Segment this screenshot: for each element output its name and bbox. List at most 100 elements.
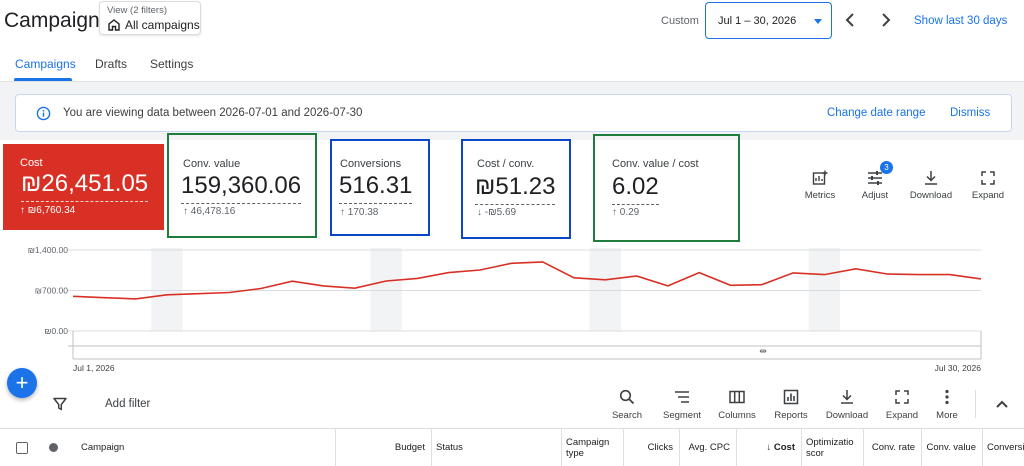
metrics-button[interactable]: Metrics — [800, 170, 840, 201]
metric-delta: ↑ 0.29 — [612, 207, 640, 218]
download-label: Download — [825, 410, 869, 421]
column-header-avg-cpc[interactable]: Avg. CPC — [680, 429, 737, 466]
performance-chart: ⇹ ₪0.00 ₪700.00 ₪1,400.00 Jul 1, 2026 Jul 30… — [28, 245, 982, 373]
chevron-right-icon[interactable] — [878, 11, 894, 29]
dismiss-button[interactable]: Dismiss — [950, 107, 991, 119]
more-label: More — [936, 410, 958, 421]
page-title: Campaigns — [4, 9, 111, 32]
date-range-select[interactable]: Jul 1 – 30, 2026 — [705, 2, 832, 39]
adjust-button[interactable]: Adjust — [855, 170, 895, 201]
table-header: Campaign Budget Status Campaign type Cli… — [0, 428, 1024, 466]
columns-label: Columns — [718, 410, 756, 421]
metric-card-conv-value[interactable]: Conv. value 159,360.06 ↑ 46,478.16 — [167, 133, 317, 238]
segment-icon — [675, 391, 689, 403]
tab-divider — [0, 81, 1024, 82]
segment-label: Segment — [662, 410, 702, 421]
tab-campaigns[interactable]: Campaigns — [15, 57, 76, 71]
view-name: All campaigns — [125, 18, 200, 32]
show-last-30-days-link[interactable]: Show last 30 days — [914, 15, 1008, 27]
metric-label: Cost — [20, 157, 43, 169]
metric-value: 159,360.06 — [181, 172, 302, 204]
search-icon — [619, 389, 635, 405]
view-filter-count: View (2 filters) — [107, 5, 168, 16]
filter-icon[interactable] — [53, 397, 67, 411]
date-info-banner: You are viewing data between 2026-07-01 … — [15, 94, 1012, 132]
table-expand-button[interactable]: Expand — [882, 389, 922, 421]
column-header-campaign[interactable]: Campaign — [70, 429, 336, 466]
plus-icon: + — [15, 370, 29, 395]
weekend-shade — [370, 248, 402, 331]
expand-icon — [981, 171, 995, 185]
chevron-left-icon[interactable] — [842, 11, 858, 29]
tab-drafts[interactable]: Drafts — [95, 57, 128, 71]
add-campaign-button[interactable]: + — [7, 368, 37, 398]
view-selector[interactable]: View (2 filters) All campaigns — [99, 1, 201, 35]
metric-card-conv-value-per-cost[interactable]: Conv. value / cost 6.02 ↑ 0.29 — [593, 134, 740, 242]
x-tick-label: Jul 1, 2026 — [73, 363, 115, 373]
expand-icon — [895, 390, 909, 404]
metric-delta: ↑ 170.38 — [340, 207, 379, 218]
change-date-range-button[interactable]: Change date range — [827, 107, 926, 119]
expand-label: Expand — [971, 190, 1005, 201]
column-header-budget[interactable]: Budget — [336, 429, 432, 466]
column-header-optimization-score[interactable]: Optimizatio scor — [802, 429, 864, 466]
add-filter-button[interactable]: Add filter — [105, 398, 151, 410]
more-button[interactable]: More — [932, 389, 962, 421]
weekend-shade — [808, 248, 841, 331]
column-header-conv-rate[interactable]: Conv. rate — [864, 429, 922, 466]
x-tick-label: Jul 30, 2026 — [935, 363, 982, 373]
y-tick-label: ₪0.00 — [44, 326, 68, 336]
download-icon — [925, 171, 937, 185]
metric-label: Cost / conv. — [477, 158, 535, 170]
expand-label: Expand — [885, 410, 919, 421]
active-tab-indicator — [14, 78, 72, 81]
metric-value: 6.02 — [612, 173, 659, 205]
banner-message: You are viewing data between 2026-07-01 … — [63, 107, 363, 119]
y-tick-label: ₪700.00 — [35, 286, 68, 296]
tab-settings[interactable]: Settings — [150, 57, 194, 71]
info-icon — [36, 106, 51, 121]
dropdown-caret-icon — [814, 19, 822, 24]
metric-label: Conv. value / cost — [612, 158, 699, 170]
column-header-conversions[interactable]: Conversi — [987, 442, 1024, 453]
chart-add-icon — [812, 170, 828, 185]
table-download-button[interactable]: Download — [824, 389, 870, 421]
metric-value: 516.31 — [339, 172, 413, 204]
column-header-campaign-type[interactable]: Campaign type — [562, 429, 624, 466]
columns-button[interactable]: Columns — [715, 389, 759, 421]
segment-button[interactable]: Segment — [660, 389, 704, 421]
download-label: Download — [909, 190, 953, 201]
metric-delta: ↑ 46,478.16 — [183, 206, 236, 217]
column-header-cost[interactable]: ↓ Cost — [737, 429, 802, 466]
chart-download-button[interactable]: Download — [906, 170, 956, 201]
metric-value: ₪51.23 — [475, 173, 556, 205]
metric-card-cost[interactable]: Cost ₪26,451.05 ↑ ₪6,760.34 — [3, 144, 164, 230]
metric-card-cost-per-conv[interactable]: Cost / conv. ₪51.23 ↓ -₪5.69 — [461, 139, 571, 239]
weekend-shade — [589, 248, 621, 331]
building-icon — [108, 19, 120, 31]
metric-card-conversions[interactable]: Conversions 516.31 ↑ 170.38 — [330, 139, 430, 236]
bar-chart-icon — [783, 389, 799, 405]
adjust-count-badge: 3 — [880, 161, 893, 174]
column-header-status[interactable]: Status — [432, 429, 562, 466]
metrics-label: Metrics — [804, 190, 836, 201]
y-tick-label: ₪1,400.00 — [28, 245, 69, 255]
select-all-checkbox[interactable] — [0, 429, 40, 466]
status-dot-column — [40, 429, 70, 466]
metric-value: ₪26,451.05 — [21, 170, 149, 202]
date-range-value: Jul 1 – 30, 2026 — [718, 15, 797, 27]
drag-handle-icon: ⇹ — [759, 347, 767, 357]
chevron-up-icon[interactable] — [995, 398, 1009, 410]
metric-label: Conv. value — [183, 158, 241, 170]
chart-expand-button[interactable]: Expand — [968, 170, 1008, 201]
search-button[interactable]: Search — [607, 389, 647, 421]
date-preset-label: Custom — [661, 15, 699, 27]
cost-series-line — [72, 261, 982, 300]
download-icon — [841, 390, 853, 404]
column-header-clicks[interactable]: Clicks — [624, 429, 680, 466]
reports-button[interactable]: Reports — [770, 389, 812, 421]
column-header-conv-value[interactable]: Conv. value — [922, 429, 983, 466]
search-label: Search — [611, 410, 643, 421]
metric-delta: ↑ ₪6,760.34 — [20, 205, 76, 216]
adjust-label: Adjust — [861, 190, 889, 201]
